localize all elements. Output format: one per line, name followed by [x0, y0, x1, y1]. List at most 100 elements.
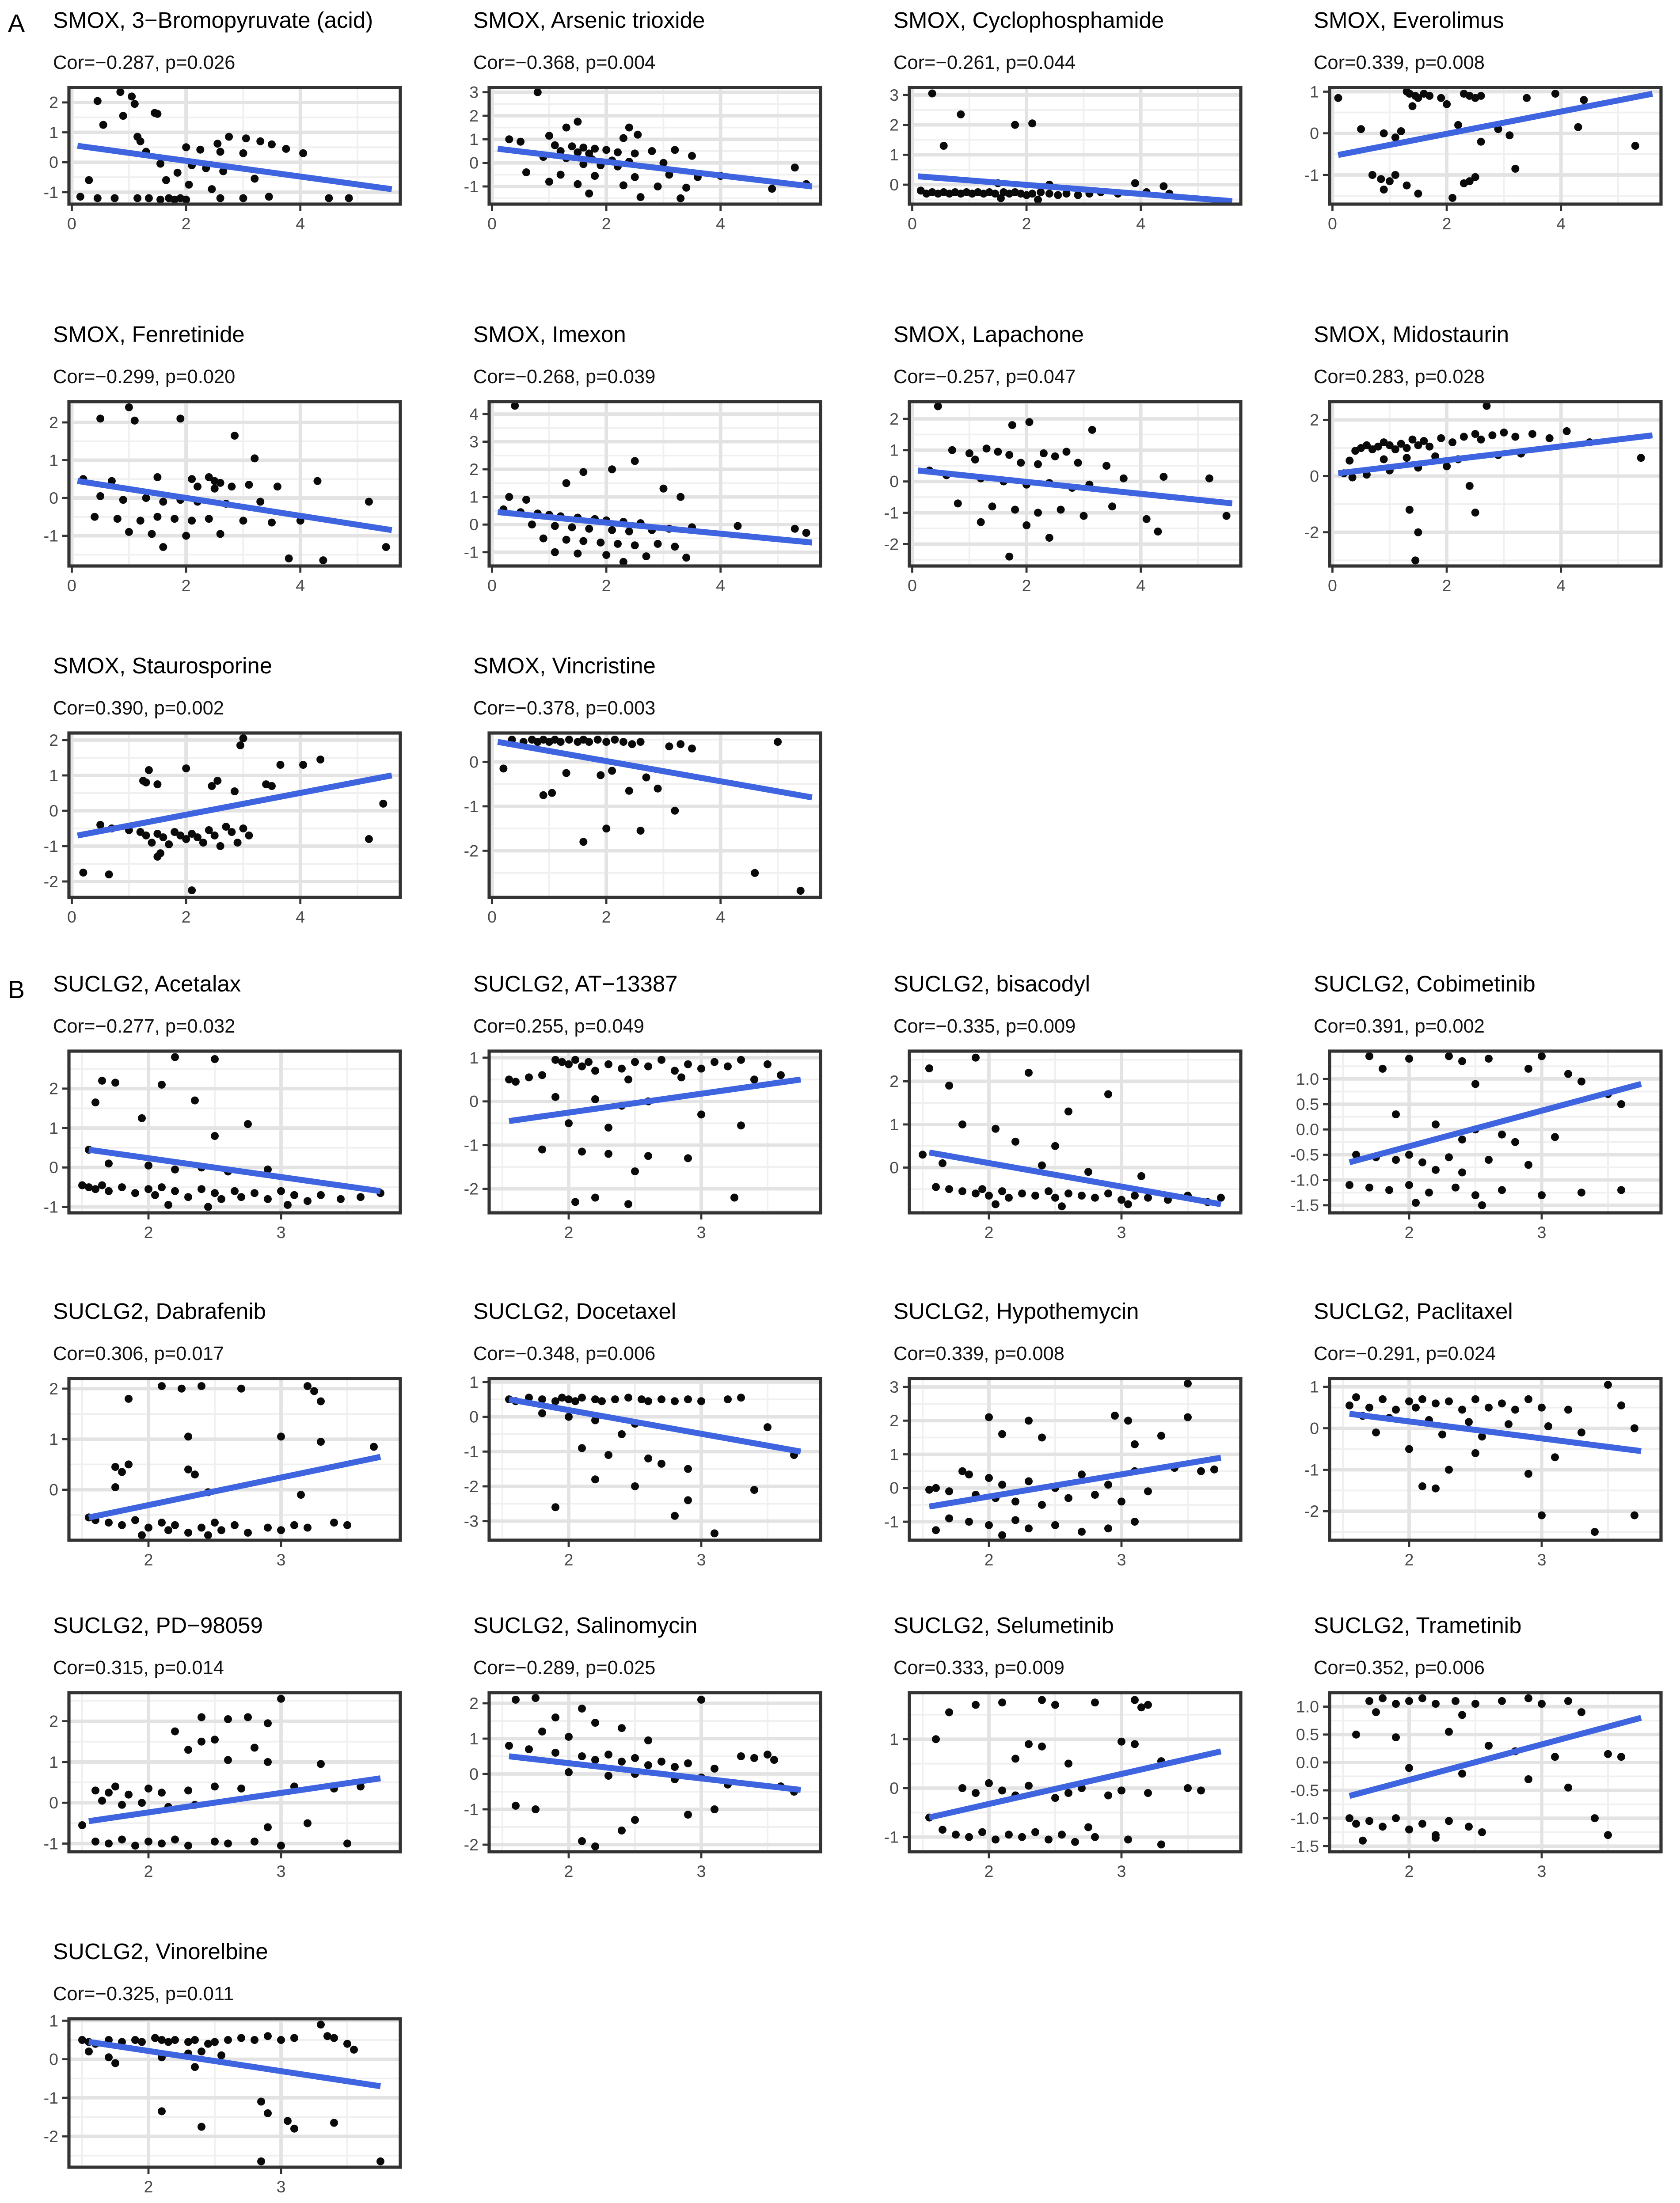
- x-tick-label: 0: [487, 214, 497, 233]
- data-points: [925, 1379, 1218, 1539]
- y-tick-label: 0: [889, 1779, 899, 1797]
- panel-title: SUCLG2, Trametinib: [1314, 1613, 1522, 1638]
- regression-line: [77, 772, 392, 839]
- y-tick-label: 2: [469, 460, 479, 479]
- panel-cor-pvalue: Cor=0.390, p=0.002: [53, 699, 224, 720]
- data-points: [1346, 1381, 1638, 1536]
- panel-title: SMOX, Everolimus: [1314, 8, 1504, 33]
- data-points: [85, 1382, 378, 1539]
- y-tick-label: -2: [464, 1179, 479, 1198]
- y-tick-label: 0: [889, 472, 899, 491]
- panel-title: SUCLG2, PD−98059: [53, 1613, 263, 1638]
- x-tick-label: 2: [144, 1862, 153, 1880]
- x-tick-label: 2: [1405, 1223, 1414, 1242]
- y-tick-label: 0.0: [1296, 1120, 1319, 1139]
- scatter-plot: -1 0 1 2 3 2 3: [884, 1377, 1243, 1569]
- scatter-plot: 0 1 2 2 3: [49, 1377, 402, 1569]
- data-points: [925, 1696, 1205, 1849]
- y-tick-label: 0: [889, 1158, 899, 1177]
- x-tick-label: 0: [487, 908, 497, 926]
- y-tick-label: 1: [889, 441, 899, 460]
- scatter-plot: -3 -2 -1 0 1 2 3: [464, 1373, 822, 1569]
- y-tick-label: 3: [889, 86, 899, 104]
- x-tick-label: 4: [296, 908, 305, 926]
- y-tick-label: -1: [884, 1512, 899, 1531]
- y-tick-label: -2: [1304, 1502, 1319, 1520]
- scatter-plot: -2 0 2 0 2 4: [1304, 400, 1663, 595]
- x-tick-label: 2: [1442, 214, 1452, 233]
- y-tick-label: 1: [889, 1115, 899, 1134]
- y-tick-label: 0: [469, 1407, 479, 1426]
- regression-line: [509, 1753, 801, 1793]
- panel-title: SUCLG2, Cobimetinib: [1314, 972, 1536, 997]
- regression-line: [1349, 1411, 1642, 1454]
- x-tick-label: 2: [1022, 214, 1031, 233]
- panel-cor-pvalue: Cor=−0.268, p=0.039: [473, 367, 656, 388]
- panel-title: SUCLG2, Docetaxel: [473, 1299, 677, 1324]
- x-tick-label: 0: [487, 576, 497, 595]
- x-tick-label: 2: [984, 1223, 994, 1242]
- data-points: [1346, 1052, 1625, 1209]
- y-tick-label: -1: [464, 177, 479, 196]
- x-tick-label: 2: [1405, 1550, 1414, 1569]
- x-tick-label: 3: [277, 1862, 286, 1880]
- regression-line: [88, 2039, 381, 2089]
- scatter-plot: -1 0 1 2 0 2 4: [44, 86, 402, 233]
- y-tick-label: -1: [464, 1442, 479, 1461]
- panel-title: SMOX, Lapachone: [893, 322, 1084, 347]
- y-tick-label: -1: [464, 543, 479, 562]
- scatter-plot: 0 1 2 2 3: [889, 1049, 1243, 1242]
- y-tick-label: 0: [889, 175, 899, 194]
- panel-cor-pvalue: Cor=0.391, p=0.002: [1314, 1017, 1485, 1038]
- x-tick-label: 2: [144, 1223, 153, 1242]
- y-tick-label: 1: [469, 1048, 479, 1067]
- regression-line: [509, 1076, 801, 1124]
- y-tick-label: 0.0: [1296, 1753, 1319, 1772]
- y-tick-label: 0: [49, 1158, 58, 1177]
- panel-title: SUCLG2, Dabrafenib: [53, 1299, 266, 1324]
- y-tick-label: 1: [49, 451, 58, 469]
- panel-cor-pvalue: Cor=0.352, p=0.006: [1314, 1658, 1485, 1679]
- x-tick-label: 2: [1405, 1862, 1414, 1880]
- scatter-plot: -1 0 1 2 3 4 0 2 4: [464, 400, 822, 595]
- x-tick-label: 3: [1117, 1550, 1126, 1569]
- regression-line: [1349, 1081, 1642, 1166]
- y-tick-label: 0: [1310, 1419, 1319, 1438]
- y-tick-label: 1: [889, 145, 899, 164]
- x-tick-label: 2: [602, 214, 611, 233]
- panel-cor-pvalue: Cor=0.339, p=0.008: [893, 1344, 1064, 1365]
- panel-title: SUCLG2, Hypothemycin: [893, 1299, 1139, 1324]
- y-tick-label: -1: [464, 797, 479, 816]
- panel-title: SMOX, Arsenic trioxide: [473, 8, 705, 33]
- y-tick-label: 0: [1310, 467, 1319, 485]
- panel-cor-pvalue: Cor=−0.289, p=0.025: [473, 1658, 656, 1679]
- y-tick-label: 2: [49, 1712, 58, 1731]
- y-tick-label: 1: [49, 766, 58, 785]
- x-tick-label: 2: [182, 214, 191, 233]
- panel-title: SUCLG2, Paclitaxel: [1314, 1299, 1513, 1324]
- data-points: [505, 1694, 798, 1850]
- y-tick-label: 2: [889, 1072, 899, 1090]
- y-tick-label: 0: [469, 515, 479, 534]
- x-tick-label: 2: [602, 908, 611, 926]
- panel-title: SMOX, Fenretinide: [53, 322, 245, 347]
- scatter-plot: -2 -1 0 1 2 0 2 4: [884, 400, 1243, 595]
- y-tick-label: 3: [889, 1378, 899, 1396]
- panel-title: SMOX, Imexon: [473, 322, 626, 347]
- y-tick-label: 1: [889, 1730, 899, 1748]
- x-tick-label: 0: [1328, 576, 1337, 595]
- panel-cor-pvalue: Cor=−0.277, p=0.032: [53, 1017, 236, 1038]
- section-label-a: A: [8, 11, 25, 38]
- y-tick-label: -1: [1304, 166, 1319, 184]
- x-tick-label: 3: [1537, 1862, 1547, 1880]
- panel-title: SMOX, Midostaurin: [1314, 322, 1509, 347]
- y-tick-label: -1: [44, 1834, 58, 1853]
- data-points: [505, 1056, 785, 1208]
- y-tick-label: -1: [1304, 1460, 1319, 1479]
- x-tick-label: 3: [697, 1223, 706, 1242]
- y-tick-label: 2: [49, 93, 58, 112]
- scatter-plot: -1 0 1 2 0 2 4: [44, 400, 402, 595]
- x-tick-label: 4: [1136, 214, 1145, 233]
- y-tick-label: 1: [889, 1445, 899, 1463]
